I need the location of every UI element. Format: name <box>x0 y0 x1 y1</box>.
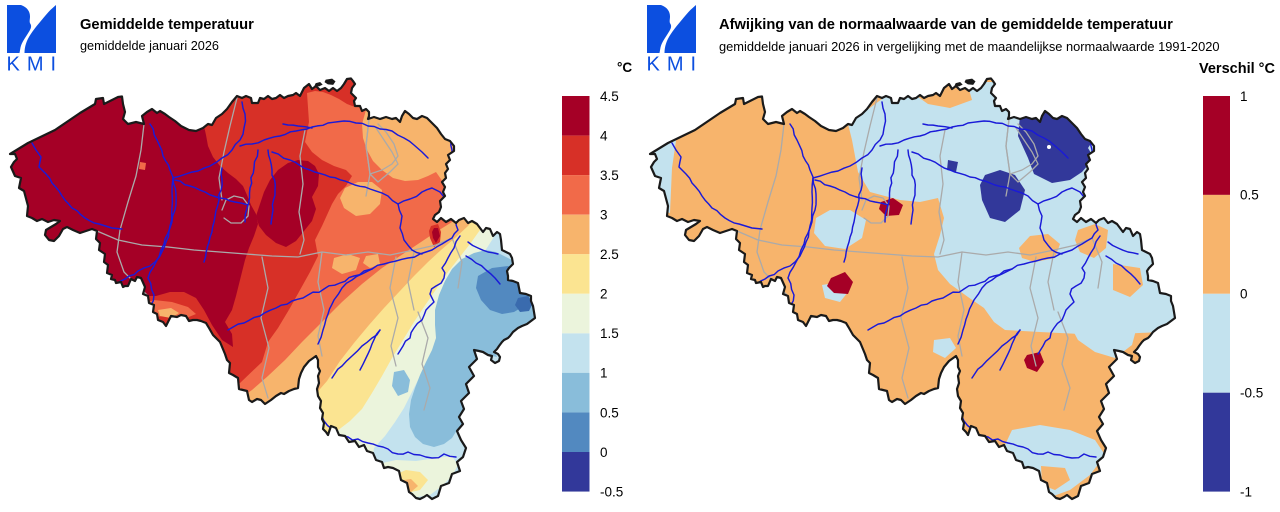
svg-text:-0.5: -0.5 <box>600 484 623 499</box>
svg-text:0: 0 <box>600 445 608 460</box>
svg-text:2: 2 <box>600 287 608 302</box>
svg-text:1: 1 <box>1240 89 1248 104</box>
svg-text:0.5: 0.5 <box>1240 188 1259 203</box>
svg-text:KMI: KMI <box>7 54 64 76</box>
svg-text:0: 0 <box>1240 287 1248 302</box>
svg-text:0.5: 0.5 <box>600 405 619 420</box>
svg-text:4.5: 4.5 <box>600 89 619 104</box>
svg-text:4: 4 <box>600 128 608 143</box>
svg-text:1: 1 <box>600 366 608 381</box>
svg-text:°C: °C <box>617 60 632 75</box>
svg-text:Verschil °C: Verschil °C <box>1199 61 1275 77</box>
svg-text:1.5: 1.5 <box>600 326 619 341</box>
svg-text:-0.5: -0.5 <box>1240 386 1263 401</box>
svg-text:2.5: 2.5 <box>600 247 619 262</box>
svg-text:3.5: 3.5 <box>600 168 619 183</box>
svg-text:3: 3 <box>600 208 608 223</box>
svg-text:-1: -1 <box>1240 484 1252 499</box>
svg-text:KMI: KMI <box>647 54 704 76</box>
